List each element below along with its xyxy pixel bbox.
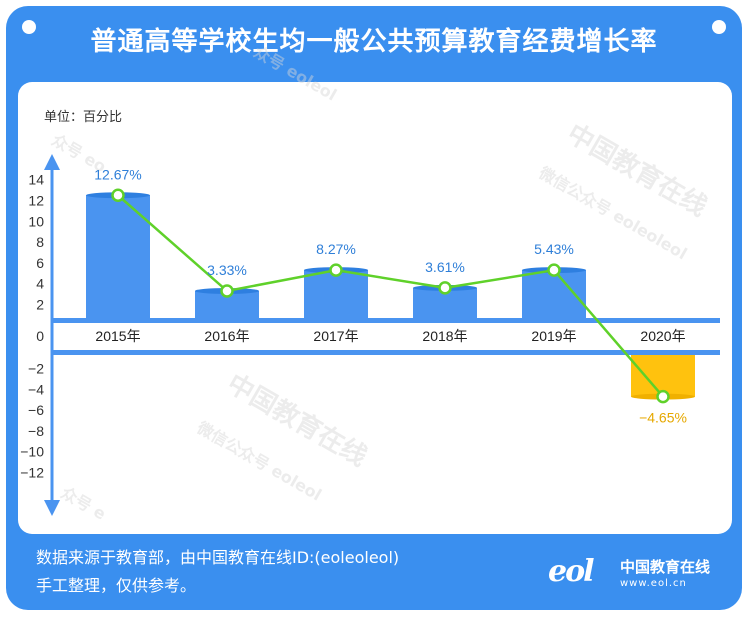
eol-brand: eol 中国教育在线 www.eol.cn bbox=[548, 552, 718, 600]
data-source-line1: 数据来源于教育部，由中国教育在线ID:(eoleoleol) bbox=[36, 548, 400, 567]
data-label: 3.61% bbox=[425, 259, 465, 275]
category-label: 2017年 bbox=[313, 328, 358, 344]
category-label: 2016年 bbox=[204, 328, 249, 344]
trend-point bbox=[438, 281, 452, 295]
category-band-bottom bbox=[52, 350, 720, 355]
title-bar: 普通高等学校生均一般公共预算教育经费增长率 bbox=[6, 6, 742, 72]
brand-url: www.eol.cn bbox=[620, 578, 687, 589]
category-label: 2019年 bbox=[531, 328, 576, 344]
category-label: 2015年 bbox=[95, 328, 140, 344]
decor-dot-right bbox=[712, 20, 726, 34]
data-label: 8.27% bbox=[316, 241, 356, 257]
y-tick-label: 2 bbox=[36, 296, 44, 312]
chart-title: 普通高等学校生均一般公共预算教育经费增长率 bbox=[90, 26, 658, 57]
trend-line bbox=[117, 194, 664, 398]
y-tick-label: 0 bbox=[36, 328, 44, 344]
y-tick-label: 14 bbox=[28, 172, 44, 188]
y-tick-label: −12 bbox=[20, 465, 44, 481]
data-label: 5.43% bbox=[534, 241, 574, 257]
y-tick-label: −8 bbox=[28, 423, 44, 439]
y-tick-label: 10 bbox=[28, 213, 44, 229]
data-label: 3.33% bbox=[207, 262, 247, 278]
category-label: 2020年 bbox=[640, 328, 685, 344]
y-tick-label: −2 bbox=[28, 361, 44, 377]
y-axis-arrow-down bbox=[44, 500, 60, 516]
trend-point bbox=[111, 188, 125, 203]
unit-label: 单位：百分比 bbox=[44, 110, 123, 125]
decor-dot-left bbox=[22, 20, 36, 34]
y-tick-label: 6 bbox=[36, 255, 44, 271]
trend-point bbox=[220, 284, 234, 298]
eol-logo: eol bbox=[548, 554, 594, 589]
bar bbox=[522, 270, 586, 318]
trend-point bbox=[656, 389, 670, 404]
y-tick-label: −6 bbox=[28, 402, 44, 418]
data-source-line2: 手工整理，仅供参考。 bbox=[36, 576, 197, 595]
bar bbox=[86, 195, 150, 318]
data-label: 12.67% bbox=[94, 166, 141, 182]
y-tick-label: 8 bbox=[36, 234, 44, 250]
data-label: −4.65% bbox=[639, 410, 687, 426]
y-tick-label: 4 bbox=[36, 276, 44, 292]
trend-point bbox=[329, 263, 343, 277]
trend-point bbox=[547, 263, 561, 277]
y-tick-label: −4 bbox=[28, 381, 44, 397]
y-axis-arrow-up bbox=[44, 154, 60, 170]
category-label: 2018年 bbox=[422, 328, 467, 344]
y-tick-label: 12 bbox=[28, 192, 44, 208]
brand-name: 中国教育在线 bbox=[620, 558, 711, 576]
y-tick-label: −10 bbox=[20, 444, 44, 460]
bar bbox=[304, 270, 368, 318]
category-band-top bbox=[52, 318, 720, 323]
bar bbox=[631, 355, 695, 397]
data-source-note: 数据来源于教育部，由中国教育在线ID:(eoleoleol) 手工整理，仅供参考… bbox=[36, 544, 399, 600]
